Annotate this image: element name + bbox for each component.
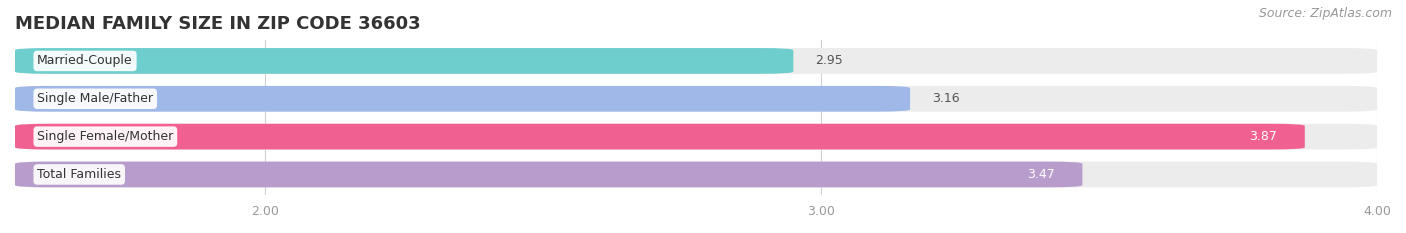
Text: 3.16: 3.16 <box>932 92 960 105</box>
Text: Single Male/Father: Single Male/Father <box>37 92 153 105</box>
FancyBboxPatch shape <box>15 124 1376 150</box>
FancyBboxPatch shape <box>15 48 793 74</box>
FancyBboxPatch shape <box>15 162 1083 187</box>
Text: Source: ZipAtlas.com: Source: ZipAtlas.com <box>1258 7 1392 20</box>
Text: Married-Couple: Married-Couple <box>37 55 132 67</box>
FancyBboxPatch shape <box>15 162 1376 187</box>
Text: Single Female/Mother: Single Female/Mother <box>37 130 173 143</box>
Text: Total Families: Total Families <box>37 168 121 181</box>
FancyBboxPatch shape <box>15 48 1376 74</box>
Text: 3.47: 3.47 <box>1026 168 1054 181</box>
FancyBboxPatch shape <box>15 86 1376 112</box>
Text: 2.95: 2.95 <box>815 55 844 67</box>
FancyBboxPatch shape <box>15 86 910 112</box>
Text: 3.87: 3.87 <box>1249 130 1277 143</box>
Text: MEDIAN FAMILY SIZE IN ZIP CODE 36603: MEDIAN FAMILY SIZE IN ZIP CODE 36603 <box>15 15 420 33</box>
FancyBboxPatch shape <box>15 124 1305 150</box>
